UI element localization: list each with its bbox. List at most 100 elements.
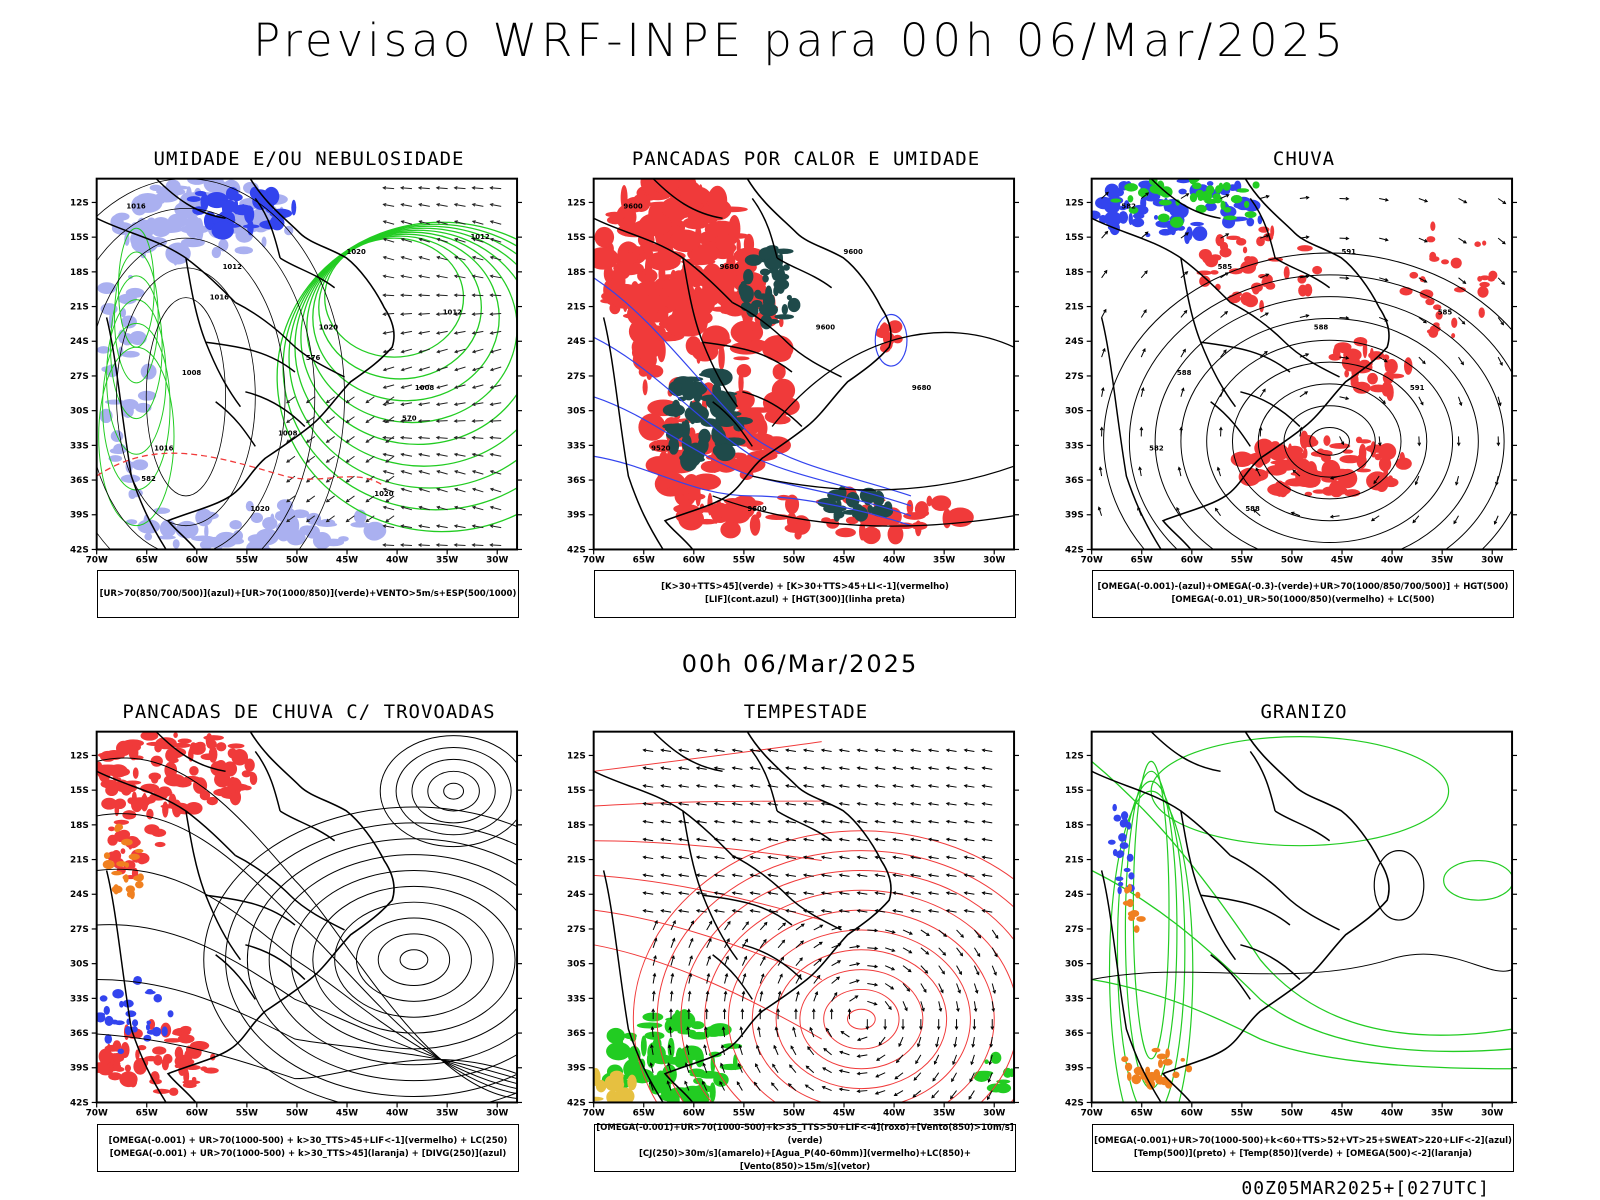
wind-vector [437,348,448,353]
wind-vector [669,1027,672,1038]
wind-vector [400,469,405,474]
wind-vector [471,367,476,372]
wind-vector [743,955,748,960]
wind-vector [437,384,448,389]
wind-vector [994,935,999,940]
streamline-arrow [1496,442,1501,447]
lon-tick-label: 60W [683,1108,705,1118]
streamline-arrow [1217,467,1222,477]
streamline-arrow [1140,387,1145,392]
hail-area [1117,881,1124,887]
hail-area [1112,849,1118,857]
rain-area-red [1238,467,1261,487]
streamline-arrow [1220,194,1229,199]
wind-vector [436,367,441,372]
rain-area-red [1312,489,1327,494]
rain-area-blue [1192,226,1208,242]
wind-vector [802,801,807,806]
wind-vector [910,767,921,770]
wind-vector [946,892,957,895]
streamline-arrow [1101,231,1108,239]
wind-vector [945,801,950,806]
wind-vector [958,971,962,976]
wind-vector [910,748,914,753]
humidity-area [97,282,117,294]
legend-chuva: [OMEGA(-0.001)-(azul)+OMEGA(-0.3)-(verde… [1092,570,1514,618]
streamline-arrow [1101,309,1107,318]
wind-vector [417,293,422,298]
wind-vector [385,396,395,404]
lat-tick-label: 39S [1065,1064,1084,1074]
wind-vector [973,965,980,975]
wind-vector [767,837,772,842]
rain-area-red [1226,235,1241,241]
wind-vector [927,891,932,895]
wind-vector [326,455,335,463]
wind-vector [490,437,502,439]
geopotential-contour [1309,427,1350,456]
wind-vector [678,837,682,842]
storm-wind-area [667,1037,675,1059]
streamline [379,735,518,848]
wind-vector [893,820,904,824]
rain-area-blue [1104,211,1122,227]
rain-area-blue [1128,212,1133,225]
wind-vector [661,874,672,877]
streamline-arrow [1180,388,1184,397]
wind-vector [325,459,330,463]
wind-vector [741,921,749,931]
panel-title-umidade: UMIDADE E/OU NEBULOSIDADE [153,148,465,170]
jet-area [593,1096,604,1101]
wind-vector [489,220,494,224]
wind-vector [714,767,725,770]
streamline-arrow [1215,508,1221,517]
wind-vector [435,274,440,279]
shower-area [120,1041,130,1059]
lat-tick-label: 27S [567,372,586,382]
wind-vector [436,487,441,492]
streamline-arrow [1140,348,1146,358]
wind-vector [757,1026,761,1031]
lifted-index-contour [593,455,912,527]
wind-vector [972,1026,977,1031]
lat-tick-label: 42S [567,545,586,555]
wind-vector [946,838,957,842]
rain-area-green [1222,182,1231,191]
wind-vector [471,469,476,474]
moisture-contour [318,235,483,380]
wind-vector [964,767,975,770]
contour-label: 9680 [720,263,739,271]
wind-vector [786,767,797,770]
wind-vector [963,891,968,895]
wind-vector [989,1043,994,1048]
wind-vector [346,416,355,423]
wind-vector [678,874,689,877]
wind-vector [927,909,932,913]
wind-vector [786,892,797,895]
streamline-arrow [1340,441,1345,446]
streamline-arrow [1418,277,1427,283]
rain-area-red [1215,234,1225,247]
humidity-area [109,447,127,454]
lon-tick-label: 55W [733,555,755,565]
wind-vector [454,487,459,492]
streamline-arrow [1384,277,1389,282]
streamline-arrow [1383,358,1388,363]
map-frame [95,730,519,1104]
shower-area [161,1057,169,1071]
rain-area-blue [1123,200,1130,210]
wind-vector [695,837,700,842]
wind-vector [786,802,797,806]
wind-vector [933,1060,938,1065]
wind-vector [821,820,832,824]
wind-vector [417,186,422,190]
wind-vector [946,802,957,806]
wind-vector [714,749,725,752]
rain-area-blue [1131,217,1145,228]
wind-vector [688,972,693,977]
shower-area [177,1034,195,1044]
wind-vector [472,366,484,371]
wind-vector [643,785,654,788]
wind-vector [346,396,355,404]
humidity-core [269,214,285,231]
